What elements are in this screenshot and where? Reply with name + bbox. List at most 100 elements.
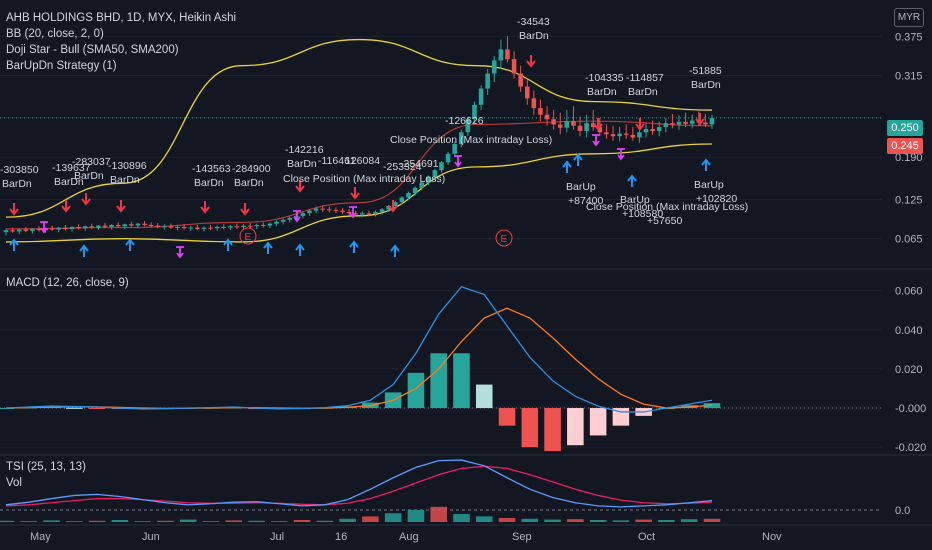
vol-indicator-label[interactable]: Vol <box>6 477 22 489</box>
candle-body <box>406 192 411 198</box>
doji-indicator-label[interactable]: Doji Star - Bull (SMA50, SMA200) <box>6 44 179 56</box>
trade-annotation: BarUp <box>620 194 650 206</box>
candle-body <box>650 129 655 131</box>
time-axis-label: Jul <box>270 531 284 543</box>
trade-annotation-sub: +87400 <box>568 195 603 207</box>
candle-body <box>643 129 649 133</box>
sell-arrow-icon <box>61 200 71 213</box>
symbol-title[interactable]: AHB HOLDINGS BHD, 1D, MYX, Heikin Ashi <box>6 12 237 24</box>
trade-annotation-sub: BarDn <box>110 174 140 186</box>
candle-body <box>551 119 556 125</box>
candle-body <box>115 224 121 227</box>
candle-body <box>425 176 431 183</box>
trade-annotation: -283037 <box>72 156 111 168</box>
strategy-label[interactable]: BarUpDn Strategy (1) <box>6 60 117 72</box>
volume-bar <box>88 520 106 522</box>
trade-annotation: -284900 <box>232 163 271 175</box>
candle-body <box>709 117 715 125</box>
sell-arrow-icon <box>200 201 210 214</box>
trade-annotation: -254691 <box>400 158 439 170</box>
candle-body <box>162 226 167 228</box>
buy-arrow-icon <box>390 244 400 257</box>
price-tick-label: 0.125 <box>895 195 923 207</box>
candle-body <box>313 208 319 211</box>
candle-body <box>201 227 207 229</box>
volume-bar <box>430 506 447 522</box>
candle-body <box>56 227 62 230</box>
volume-bar <box>544 519 561 522</box>
candle-body <box>195 227 200 229</box>
volume-bar <box>680 519 698 522</box>
candle-body <box>557 124 563 128</box>
candle-body <box>23 229 29 231</box>
candle-body <box>604 132 609 135</box>
macd-signal-line <box>5 307 713 410</box>
trade-annotation: -142216 <box>285 144 324 156</box>
sell-arrow-icon <box>116 200 126 213</box>
candle-body <box>531 98 537 109</box>
candle-body <box>538 108 543 115</box>
candle-body <box>399 197 405 203</box>
volume-bar <box>407 510 425 522</box>
candle-body <box>617 133 622 137</box>
volume-bar <box>0 520 15 522</box>
currency-button[interactable]: MYR <box>894 8 924 27</box>
candle-body <box>89 226 95 228</box>
volume-bar <box>316 520 334 522</box>
volume-bar <box>362 516 379 522</box>
candle-body <box>703 122 708 125</box>
time-axis-label: Oct <box>638 531 655 543</box>
macd-histogram-bar <box>521 408 539 448</box>
trade-annotation: -143563 <box>192 163 231 175</box>
candle-body <box>577 125 583 131</box>
macd-indicator-label[interactable]: MACD (12, 26, close, 9) <box>6 277 129 289</box>
candle-body <box>386 206 391 210</box>
sell-arrow-icon <box>695 113 705 126</box>
trade-annotation: -104335 <box>585 72 624 84</box>
candle-body <box>505 49 510 60</box>
volume-bar <box>453 514 470 522</box>
sell-arrow-icon <box>526 55 536 68</box>
macd-histogram-bar <box>544 408 561 452</box>
candle-body <box>267 223 273 226</box>
volume-bar <box>20 521 38 522</box>
bb-lower-band <box>5 143 713 243</box>
volume-bar <box>293 520 311 522</box>
candle-body <box>663 123 669 128</box>
volume-bar <box>384 513 402 522</box>
candle-body <box>221 226 227 228</box>
doji-marker-icon <box>293 210 301 223</box>
volume-bar <box>225 520 243 522</box>
volume-bar <box>43 520 60 522</box>
volume-bar <box>475 516 493 522</box>
volume-bar <box>589 520 607 522</box>
prev-price-tag: 0.245 <box>887 138 923 154</box>
macd-histogram-bar <box>430 353 447 409</box>
time-axis-label: May <box>30 531 51 543</box>
sell-arrow-icon <box>295 180 305 193</box>
bb-indicator-label[interactable]: BB (20, close, 2, 0) <box>6 28 104 40</box>
macd-histogram-bar <box>453 353 470 409</box>
time-axis-label: Nov <box>762 531 782 543</box>
trade-annotation-sub: BarDn <box>194 177 224 189</box>
trade-annotation-sub: BarDn <box>587 86 617 98</box>
candle-body <box>346 211 352 214</box>
buy-arrow-icon <box>627 174 637 187</box>
buy-arrow-icon <box>9 238 19 251</box>
sell-arrow-icon <box>635 118 645 131</box>
price-tick-label: 0.375 <box>895 31 923 43</box>
volume-bar <box>635 519 652 522</box>
volume-bar <box>271 521 288 522</box>
candle-body <box>373 211 378 214</box>
candle-body <box>228 226 233 228</box>
candle-body <box>234 226 240 228</box>
candle-body <box>208 227 213 229</box>
tsi-indicator-label[interactable]: TSI (25, 13, 13) <box>6 461 86 473</box>
candle-body <box>445 153 451 163</box>
candle-body <box>597 127 603 133</box>
tsi-tick-label: 0.0 <box>895 505 910 517</box>
candle-body <box>214 226 220 229</box>
trade-annotation: Close Position (Max intraday Loss) <box>283 173 445 185</box>
volume-bar <box>134 521 151 522</box>
